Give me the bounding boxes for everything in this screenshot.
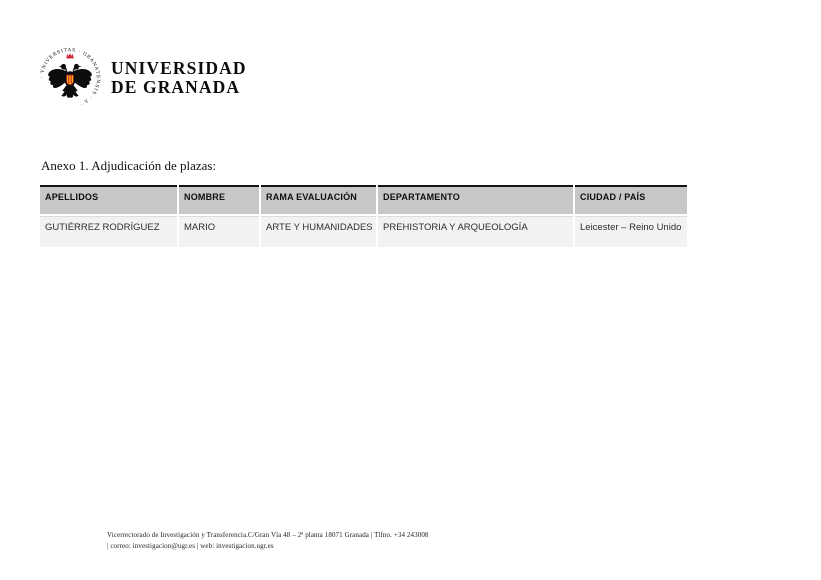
col-header-apellidos: APELLIDOS	[40, 185, 177, 214]
cell-apellidos: GUTIÉRREZ RODRÍGUEZ	[40, 216, 177, 247]
cell-nombre: MARIO	[179, 216, 259, 247]
cell-rama-evaluacion: ARTE Y HUMANIDADES	[261, 216, 376, 247]
cell-departamento: PREHISTORIA Y ARQUEOLOGÍA	[378, 216, 573, 247]
col-header-ciudad-pais: CIUDAD / PAÍS	[575, 185, 687, 214]
page-title: Anexo 1. Adjudicación de plazas:	[41, 158, 217, 173]
placements-table-wrap: APELLIDOS NOMBRE RAMA EVALUACIÓN DEPARTA…	[38, 183, 689, 249]
col-header-nombre: NOMBRE	[179, 185, 259, 214]
table-header-row: APELLIDOS NOMBRE RAMA EVALUACIÓN DEPARTA…	[40, 185, 687, 214]
wordmark-line2: DE GRANADA	[111, 77, 241, 97]
seal-crown	[66, 53, 74, 59]
col-header-rama-evaluacion: RAMA EVALUACIÓN	[261, 185, 376, 214]
table-row: GUTIÉRREZ RODRÍGUEZ MARIO ARTE Y HUMANID…	[40, 216, 687, 247]
wordmark-line1: UNIVERSIDAD	[111, 57, 247, 78]
university-logo: · VNIVERSITAS · GRANATENSIS · A ·	[38, 46, 247, 110]
col-header-departamento: DEPARTAMENTO	[378, 185, 573, 214]
placements-table: APELLIDOS NOMBRE RAMA EVALUACIÓN DEPARTA…	[38, 183, 689, 249]
university-wordmark: UNIVERSIDAD DE GRANADA	[111, 57, 247, 98]
cell-ciudad-pais: Leicester – Reino Unido	[575, 216, 687, 247]
footer-line2: | correo: investigacion@ugr.es | web: in…	[107, 541, 274, 550]
seal-shield	[66, 74, 74, 86]
ugr-seal-icon: · VNIVERSITAS · GRANATENSIS · A ·	[39, 47, 100, 106]
page-footer: Vicerrectorado de Investigación y Transf…	[107, 530, 429, 551]
footer-line1: Vicerrectorado de Investigación y Transf…	[107, 531, 429, 539]
